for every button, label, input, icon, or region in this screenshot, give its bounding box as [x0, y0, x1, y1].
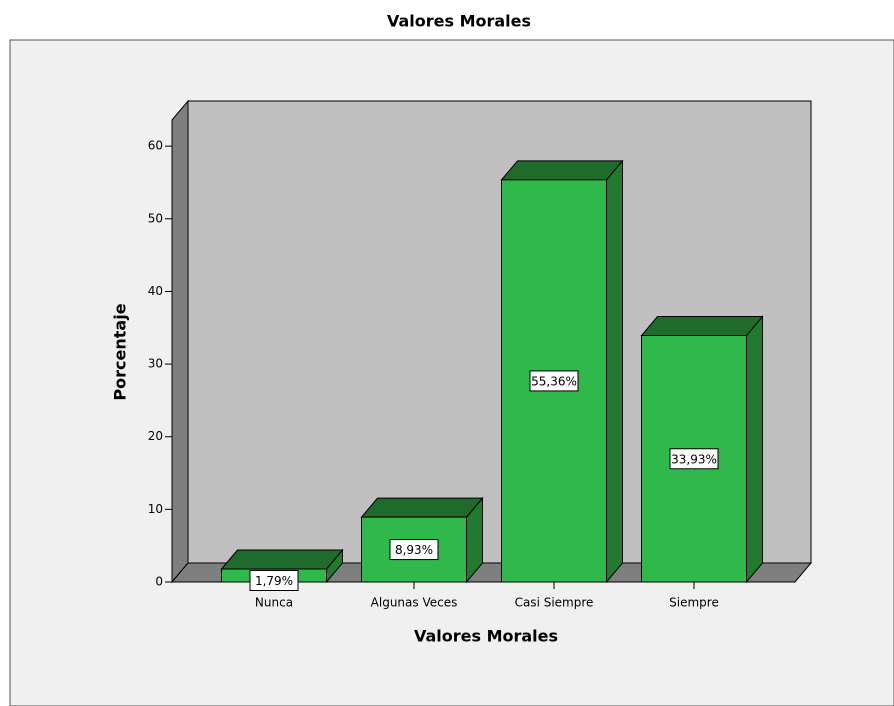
y-tick-label: 10: [148, 502, 163, 516]
chart-title: Valores Morales: [387, 12, 531, 31]
x-tick-label: Casi Siempre: [515, 596, 594, 610]
y-tick-label: 50: [148, 211, 163, 225]
y-tick-label: 0: [155, 575, 163, 589]
x-tick-label: Algunas Veces: [371, 596, 458, 610]
x-tick-label: Siempre: [669, 596, 719, 610]
bar-side: [606, 159, 623, 584]
bar-top: [500, 160, 624, 181]
data-label: 8,93%: [395, 543, 433, 557]
bar-top: [360, 497, 484, 518]
data-label-box: [389, 539, 439, 561]
data-label-box: [529, 370, 579, 392]
data-label-box: [249, 569, 299, 591]
data-label-box: [669, 448, 719, 470]
x-tick-label: Nunca: [255, 596, 293, 610]
bar-side: [746, 315, 763, 584]
y-axis-title: Porcentaje: [111, 303, 130, 400]
data-label: 1,79%: [255, 574, 293, 588]
left-wall: [171, 99, 189, 584]
bar-top: [220, 549, 344, 570]
bar-top: [640, 316, 764, 337]
data-label: 33,93%: [671, 452, 717, 466]
y-tick-label: 40: [148, 284, 163, 298]
y-tick-label: 20: [148, 429, 163, 443]
y-tick-label: 60: [148, 139, 163, 153]
y-tick-label: 30: [148, 357, 163, 371]
x-axis-title: Valores Morales: [414, 627, 558, 646]
data-label: 55,36%: [531, 374, 577, 388]
